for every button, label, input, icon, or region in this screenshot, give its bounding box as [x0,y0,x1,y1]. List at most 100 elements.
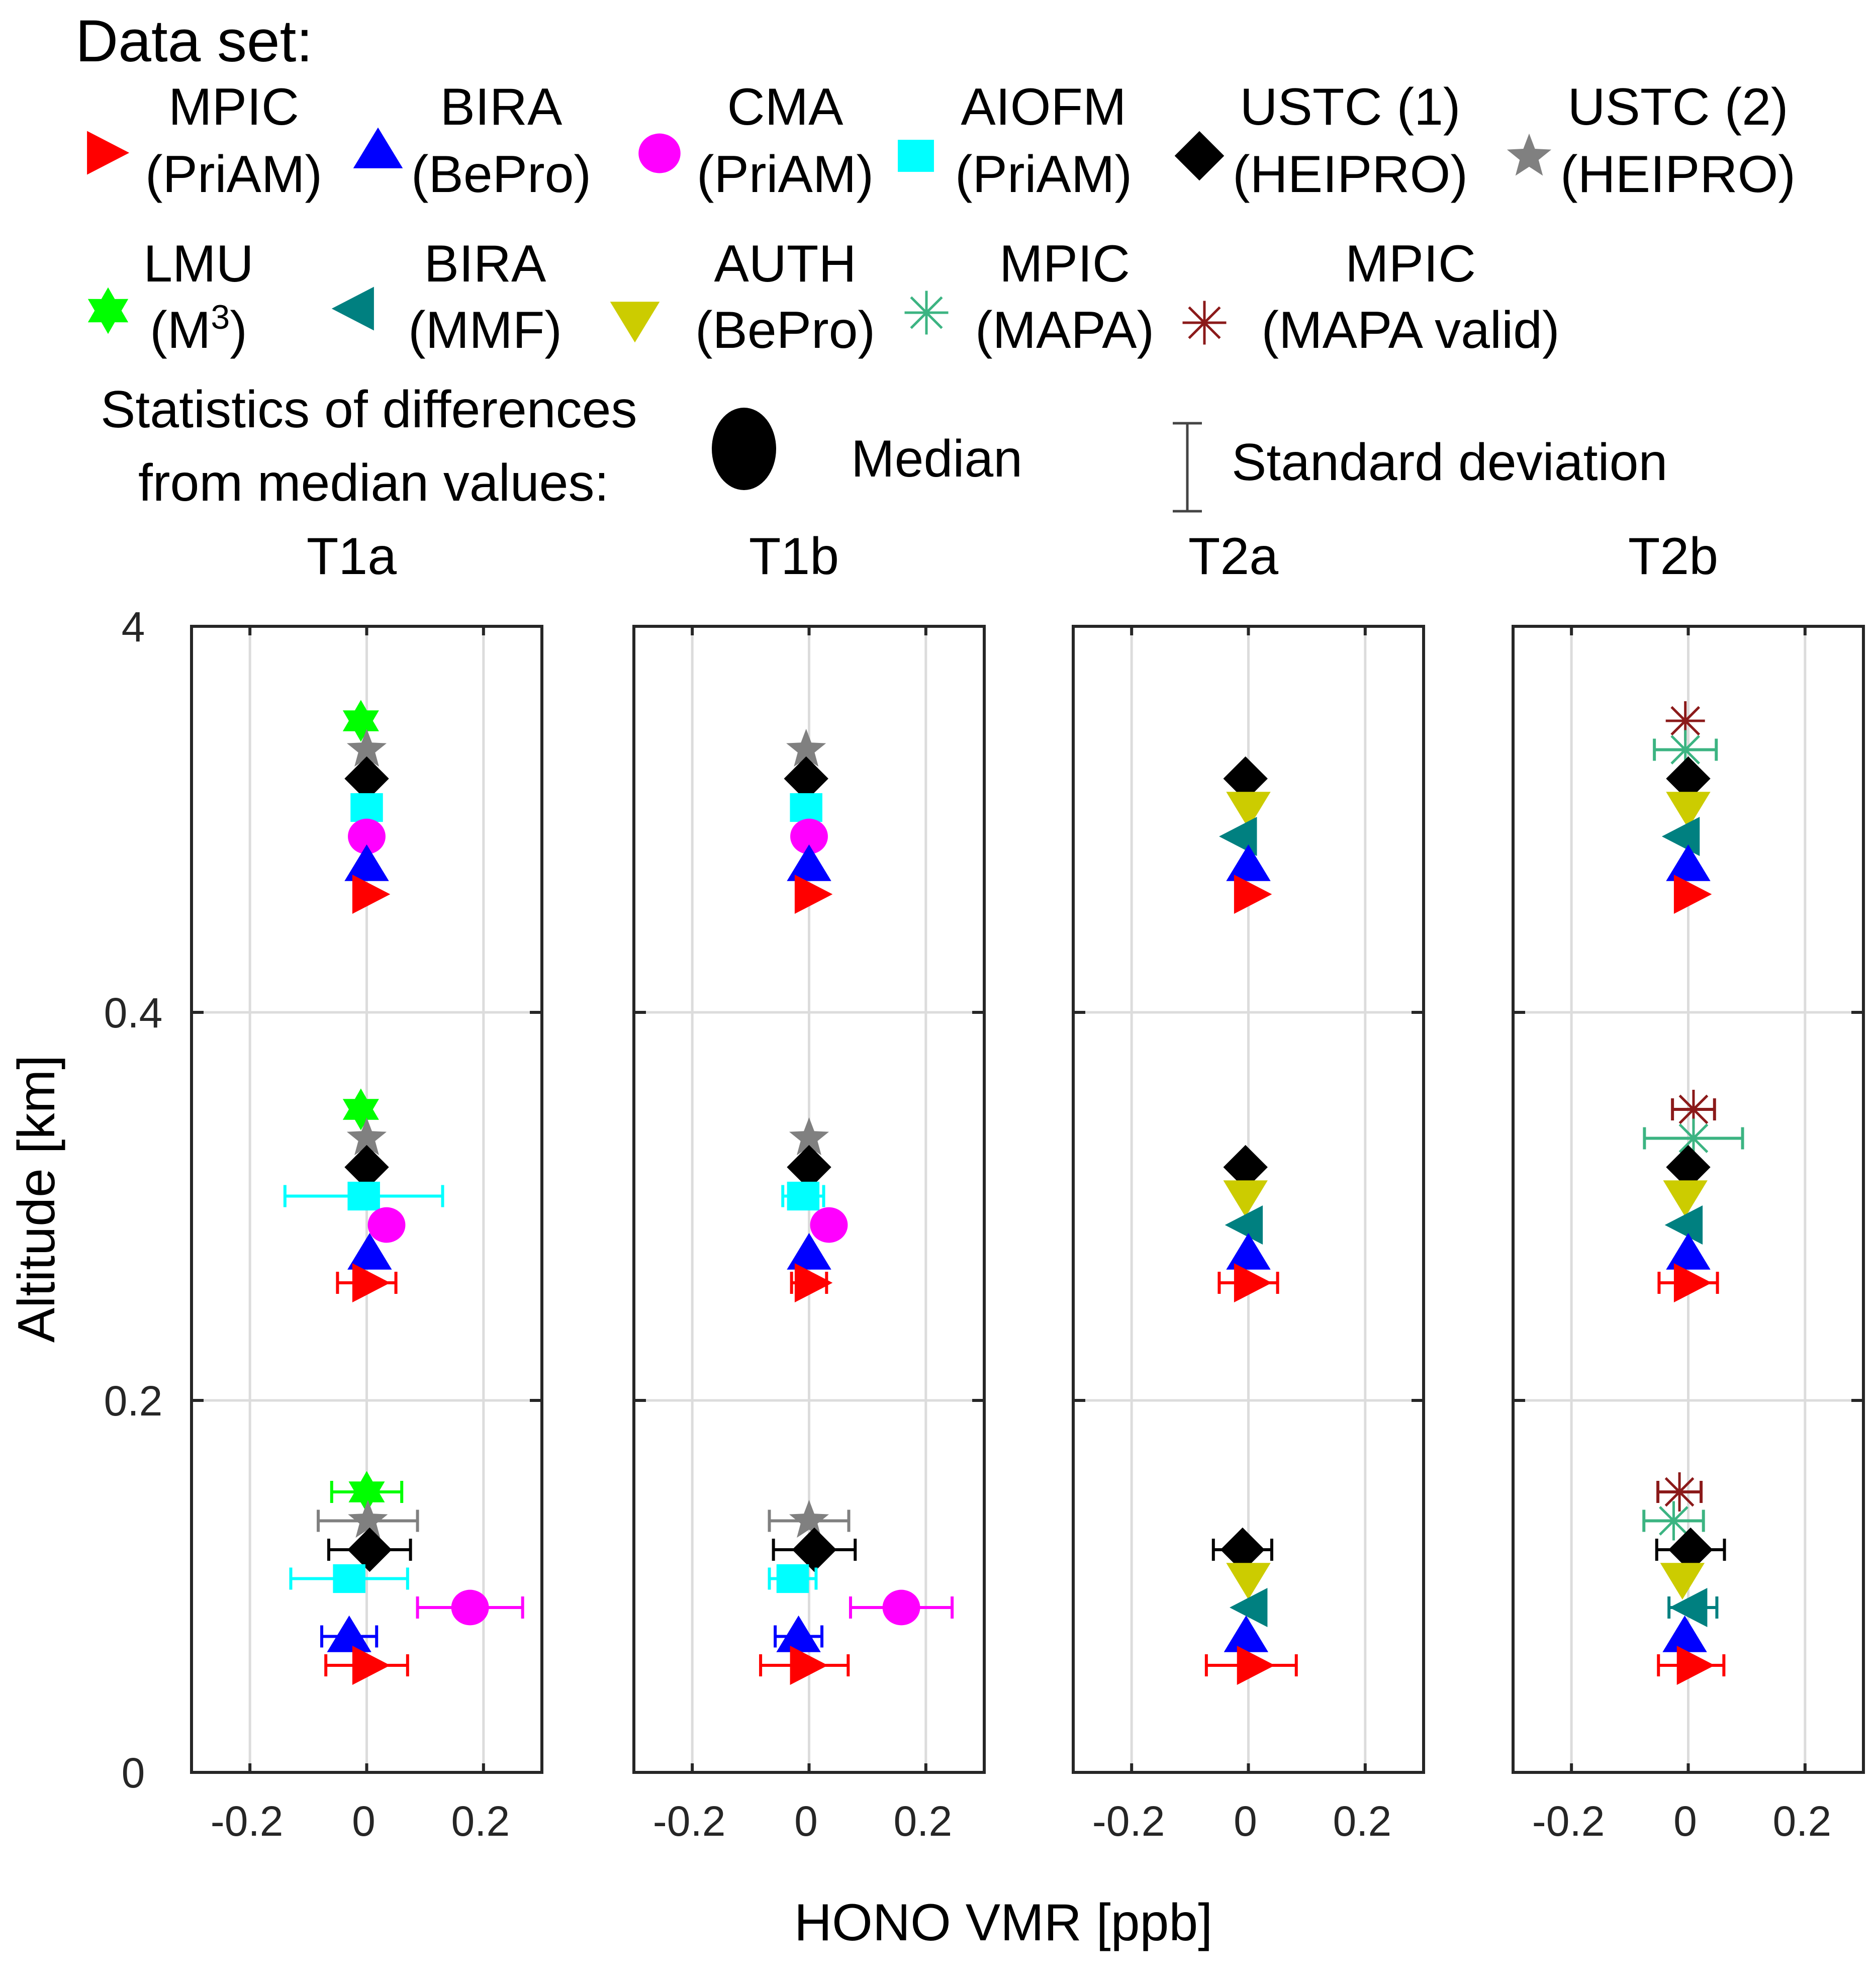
median-marker [346,1117,387,1156]
data-point-ustc1-heipro [1223,756,1268,801]
hexagram-icon [87,287,129,334]
legend-entry-lmu-m3: LMU(M3) [87,235,254,359]
median-marker [350,793,383,822]
legend-entry-method: (BePro) [695,301,875,359]
axes-frame [1512,625,1865,1774]
data-point-auth-bepro [1663,1180,1708,1217]
legend-entry-name: MPIC [1345,235,1476,293]
legend-entry-method-text: (PriAM) [697,145,874,204]
panels: 0 0.2 0.4 4 T1a -0.2 0 0.2 T1b -0.2 0 0.2 T2a -0.2 0 0.… [104,527,1865,1845]
data-point-ustc2-heipro [346,728,387,767]
legend-entry-method-text: (PriAM) [145,145,322,204]
triangle-up-icon [353,127,403,168]
median-marker [1676,1646,1715,1685]
median-marker [1660,1563,1705,1600]
data-point-cma-priam [367,1207,406,1243]
data-point-aiofm-priam [781,1181,825,1211]
x-tick-label: 0.2 [1772,1798,1831,1845]
data-point-cma-priam [416,1589,524,1626]
data-point-bira-bepro [347,1233,392,1270]
data-point-ustc1-heipro [784,756,828,801]
median-marker [347,1181,380,1211]
legend-entry-ustc1-heipro: USTC (1) (HEIPRO) [1174,78,1468,204]
median-marker [333,1564,365,1593]
median-marker [352,875,391,914]
data-point-ustc1-heipro [772,1527,857,1572]
axes-frame [190,625,543,1774]
data-point-mpic-priam [1204,1646,1298,1685]
median-marker [1661,817,1700,856]
legend-entry-method-text: (BePro) [695,301,875,359]
legend-entry-name: AUTH [714,235,856,293]
stats-title-line2: from median values: [138,454,609,512]
median-marker [789,1499,829,1538]
x-tick-label: -0.2 [1532,1798,1605,1845]
pentagram-icon [1507,133,1552,176]
data-point-bira-bepro [1666,1233,1711,1270]
stats-title-line1: Statistics of differences [101,381,637,439]
legend-entry-mpic-priam: MPIC (PriAM) [87,78,322,204]
data-point-mpic-priam [794,875,833,914]
panel-title: T1a [307,527,397,586]
legend-entry-method-text: (HEIPRO) [1233,145,1468,204]
x-tick-label: -0.2 [1092,1798,1165,1845]
data-point-bira-bepro [1226,844,1271,881]
median-marker [787,1233,831,1270]
legend-entry-mpic-mapa: MPIC (MAPA) [904,235,1154,359]
x-tick-label: 0.2 [1333,1798,1391,1845]
median-marker [1229,1588,1268,1627]
legend-entry-superscript: 3 [211,298,230,336]
median-marker [794,1263,833,1302]
legend-entry-auth-bepro: AUTH (BePro) [610,235,875,359]
legend-entry-name: USTC (1) [1240,78,1460,136]
legend-entry-method-text: (BePro) [411,145,591,204]
data-point-auth-bepro [1660,1563,1705,1600]
data-point-lmu-m3 [330,1471,404,1513]
median-marker [348,1471,385,1513]
y-tick-label: 4 [122,603,145,650]
median-marker [1666,792,1711,829]
data-point-ustc1-heipro [1666,1145,1711,1190]
data-point-bira-mmf [1667,1588,1719,1627]
data-point-bira-bepro [1226,1233,1271,1270]
median-marker [1665,701,1705,740]
legend-entry-method-text: (MAPA) [975,301,1154,359]
median-marker [776,1564,809,1593]
median-marker [1669,1588,1708,1627]
legend-entry-name: USTC (2) [1567,78,1788,136]
median-marker [342,700,379,742]
data-point-ustc2-heipro [346,1117,387,1156]
legend-entry-name: MPIC [168,78,299,136]
median-marker [784,756,828,801]
data-point-mpic-mapa [1642,1501,1705,1541]
median-marker [1660,1472,1700,1512]
median-marker [1664,1205,1703,1245]
data-point-lmu-m3 [342,1088,379,1130]
data-point-ustc1-heipro [1655,1527,1726,1572]
x-axis-label: HONO VMR [ppb] [794,1894,1212,1952]
legend-entry-method: (PriAM) [697,145,874,204]
data-point-cma-priam [790,818,828,855]
median-marker [1234,1263,1272,1302]
data-point-mpic-mapa [1643,1118,1744,1158]
legend-entry-method: (MAPA) [975,301,1154,359]
data-point-mpic-mapa-valid [1665,701,1705,740]
data-point-mpic-priam [352,875,391,914]
median-marker [1673,1090,1713,1129]
median-marker [1666,1233,1711,1270]
data-point-ustc1-heipro [787,1145,831,1190]
data-point-ustc1-heipro [327,1527,412,1572]
median-marker [352,1263,391,1302]
asterisk-icon [904,291,949,335]
legend-entries: MPIC (PriAM) BIRA (BePro) CMA (PriAM) AIOFM (Pr… [87,78,1796,359]
legend-entry-method-text: (MAPA valid) [1261,301,1559,359]
median-marker [347,1233,392,1270]
median-marker [1237,1646,1275,1685]
median-marker [1226,1563,1271,1600]
data-point-aiofm-priam [350,793,383,822]
median-marker [348,1499,388,1538]
legend-entry-bira-mmf: BIRA (MMF) [331,235,562,359]
data-point-ustc1-heipro [344,756,389,801]
median-marker [1226,792,1271,829]
x-tick-label: 0 [352,1798,376,1845]
